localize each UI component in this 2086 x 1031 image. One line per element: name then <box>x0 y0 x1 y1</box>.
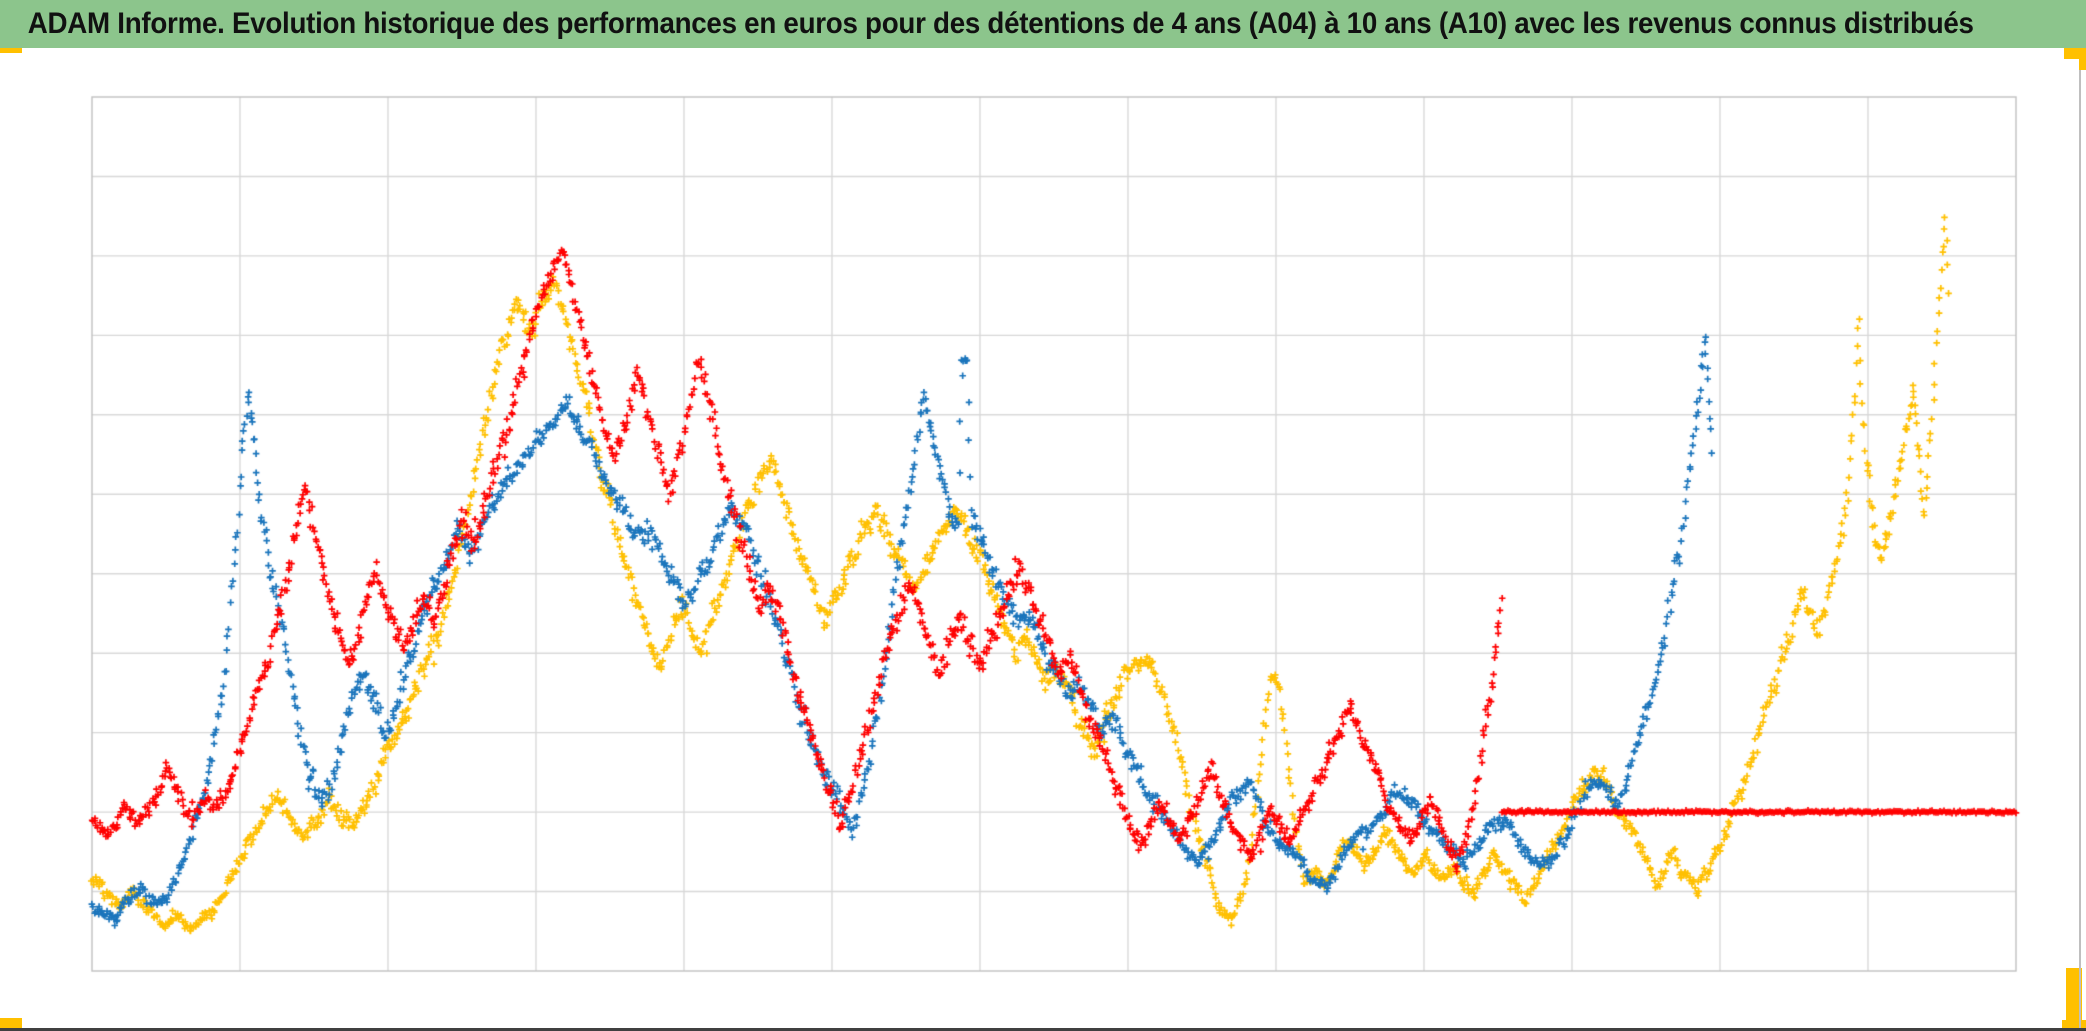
accent-bottom-right-vertical <box>2066 968 2082 1025</box>
slide-right-border <box>2079 70 2081 1028</box>
accent-top-right-horizontal <box>2064 48 2086 59</box>
accent-bottom-left <box>0 1018 22 1028</box>
accent-top-right-tab <box>2079 48 2086 70</box>
slide-bottom-border <box>0 1028 2086 1031</box>
accent-top-left <box>0 48 22 53</box>
accent-bottom-right-horizontal <box>2062 1020 2086 1028</box>
